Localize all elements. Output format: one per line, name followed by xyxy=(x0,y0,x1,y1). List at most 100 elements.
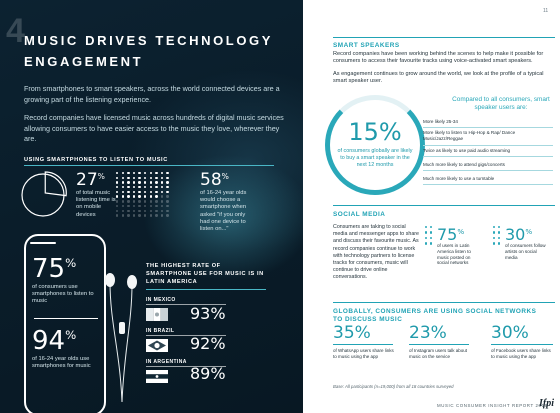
grid-dot xyxy=(166,200,169,203)
page-title: MUSIC DRIVES TECHNOLOGY ENGAGEMENT xyxy=(24,33,273,69)
grid-dot xyxy=(132,176,136,180)
grid-dot xyxy=(132,195,136,198)
grid-dot xyxy=(155,172,158,175)
grid-dot xyxy=(121,204,124,208)
country-rule-argentina xyxy=(146,366,226,367)
grid-dot xyxy=(143,186,147,189)
grid-dot xyxy=(138,186,141,189)
grid-dot xyxy=(116,200,119,203)
pie-slice xyxy=(44,171,67,197)
grid-dot xyxy=(132,186,136,189)
grid-dot xyxy=(149,176,152,180)
country-rule-brazil xyxy=(146,335,226,336)
report-footer: MUSIC CONSUMER INSIGHT REPORT 2018 xyxy=(437,403,548,408)
country-pct-argentina: 89% xyxy=(190,364,226,383)
grid-dot xyxy=(149,186,152,189)
grid-dot xyxy=(132,172,136,175)
smart-speakers-rule xyxy=(333,37,555,38)
grid-dot xyxy=(121,176,124,180)
earphones-icon xyxy=(105,273,137,402)
social-stat-30-text: of consumers follow artists on social me… xyxy=(505,243,546,260)
base-note: Base: All participants (n=19,000) from a… xyxy=(333,384,454,389)
right-page: 11 SMART SPEAKERS Record companies have … xyxy=(303,0,560,413)
smart-speakers-paragraph-2: As engagement continues to grow around t… xyxy=(333,71,544,85)
social-media-paragraph: Consumers are taking to social media and… xyxy=(333,224,419,281)
grid-dot xyxy=(155,214,158,217)
grid-dot xyxy=(160,204,164,208)
compare-row: Much more likely to use a turntable xyxy=(423,174,553,185)
global-rule xyxy=(333,302,555,303)
grid-dot xyxy=(116,186,119,189)
grid-dot xyxy=(166,190,169,194)
stat-27-text: of total music listening time is on mobi… xyxy=(76,190,116,218)
grid-dot xyxy=(116,181,119,184)
grid-dot xyxy=(155,200,158,203)
phone-speaker-icon xyxy=(30,242,56,244)
global-heading: GLOBALLY, CONSUMERS ARE USING SOCIAL NET… xyxy=(333,308,537,323)
grid-dot xyxy=(166,195,169,198)
grid-dot xyxy=(121,214,124,217)
stat-58-value: 58% xyxy=(200,170,229,190)
grid-dot xyxy=(143,204,147,208)
grid-dot xyxy=(149,190,152,194)
grid-dot xyxy=(138,195,141,198)
grid-dot xyxy=(149,209,152,212)
latin-america-heading: THE HIGHEST RATE OF SMARTPHONE USE FOR M… xyxy=(146,263,264,285)
grid-dot xyxy=(121,172,124,175)
whatsapp-stat-value: 35% xyxy=(333,323,371,343)
grid-dot xyxy=(127,181,130,184)
stat-94-value: 94% xyxy=(32,326,77,356)
mexico-flag-icon xyxy=(146,308,168,321)
grid-dot xyxy=(138,200,141,203)
grid-dot xyxy=(143,214,147,217)
grid-dot xyxy=(116,172,119,175)
compare-row: Twice as likely to use paid audio stream… xyxy=(423,146,553,157)
grid-dot xyxy=(143,176,147,180)
country-name-argentina: IN ARGENTINA xyxy=(146,359,187,365)
grid-dot xyxy=(127,195,130,198)
grid-dot xyxy=(155,209,158,212)
latin-rule xyxy=(146,289,266,290)
grid-dot xyxy=(149,172,152,175)
facebook-stat-rule xyxy=(491,344,553,345)
grid-dot xyxy=(138,190,141,194)
grid-dot xyxy=(121,186,124,189)
grid-dot xyxy=(160,190,164,194)
grid-dot xyxy=(138,204,141,208)
grid-dot xyxy=(116,176,119,180)
grid-dot xyxy=(166,204,169,208)
intro-paragraph-1: From smartphones to smart speakers, acro… xyxy=(24,84,280,104)
section-number: 4 xyxy=(6,12,25,50)
stat-75-value: 75% xyxy=(32,254,77,284)
grid-dot xyxy=(160,181,164,184)
dots-icon xyxy=(425,226,435,245)
smartphone-icon xyxy=(24,234,106,413)
grid-dot xyxy=(127,204,130,208)
grid-dot xyxy=(132,181,136,184)
grid-dot xyxy=(132,190,136,194)
grid-dot xyxy=(127,172,130,175)
grid-dot xyxy=(127,214,130,217)
grid-dot xyxy=(166,186,169,189)
grid-dot xyxy=(127,200,130,203)
grid-dot xyxy=(127,186,130,189)
smart-speakers-paragraph-1: Record companies have been working behin… xyxy=(333,51,544,65)
social-stat-75-value: 75% xyxy=(437,225,465,244)
grid-dot xyxy=(166,172,169,175)
page-number: 11 xyxy=(543,8,549,14)
grid-dot xyxy=(155,204,158,208)
social-media-rule xyxy=(333,205,555,206)
social-stat-75-text: of users in Latin America listen to musi… xyxy=(437,243,471,266)
stat-94-text: of 16-24 year olds use smartphones for m… xyxy=(32,356,91,370)
grid-dot xyxy=(138,176,141,180)
grid-dot xyxy=(155,186,158,189)
instagram-stat-value: 23% xyxy=(409,323,447,343)
grid-dot xyxy=(121,200,124,203)
phone-divider xyxy=(34,318,98,319)
brazil-flag-icon xyxy=(146,339,168,352)
country-pct-mexico: 93% xyxy=(190,304,226,323)
grid-dot xyxy=(160,195,164,198)
country-name-brazil: IN BRAZIL xyxy=(146,328,175,334)
social-stat-30-value: 30% xyxy=(505,225,533,244)
instagram-stat-text: of Instagram users talk about music on t… xyxy=(409,348,468,359)
